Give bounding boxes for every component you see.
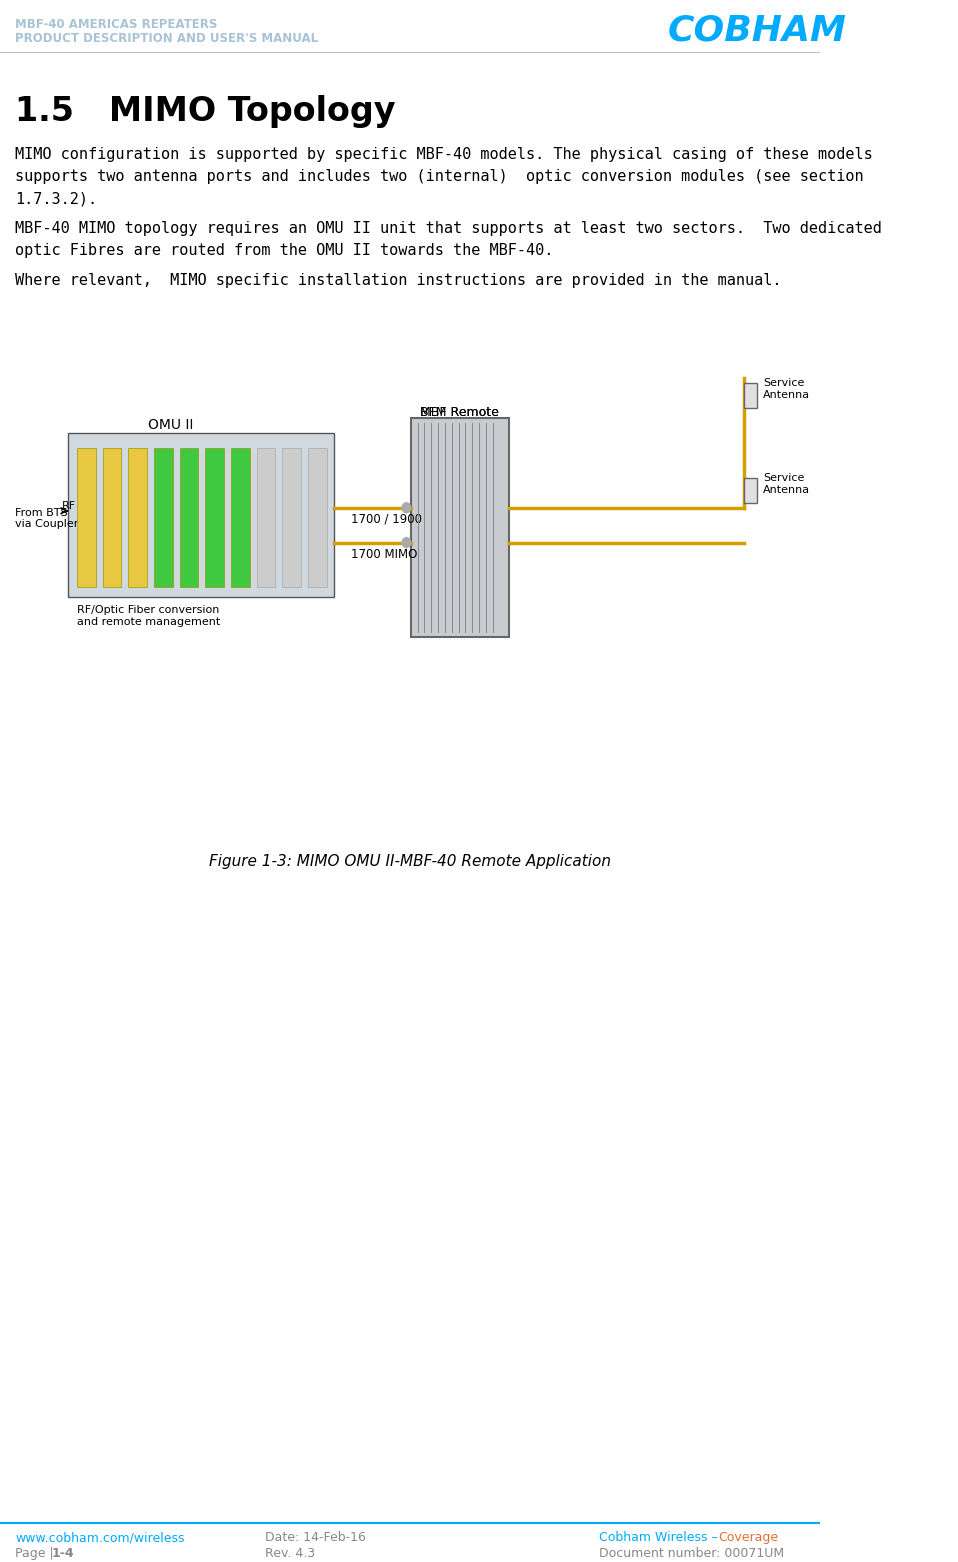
Bar [744,478,757,503]
Text: 1.7.3.2).: 1.7.3.2). [15,191,98,206]
Text: MBF-40 MIMO topology requires an OMU II unit that supports at least two sectors.: MBF-40 MIMO topology requires an OMU II … [15,222,882,236]
Text: 1700 MIMO: 1700 MIMO [351,548,417,561]
Bar [231,448,250,587]
Text: MBF Remote: MBF Remote [420,406,499,419]
Bar [154,448,172,587]
Text: MBF-40 AMERICAS REPEATERS: MBF-40 AMERICAS REPEATERS [15,17,217,31]
Text: OMU II: OMU II [148,419,194,433]
Bar [68,433,333,597]
Bar [77,448,96,587]
Text: supports two antenna ports and includes two (internal)  optic conversion modules: supports two antenna ports and includes … [15,169,864,184]
Text: COBHAM: COBHAM [668,14,846,48]
Text: BFM Remote: BFM Remote [420,406,499,419]
Bar [205,448,224,587]
Text: Service
Antenna: Service Antenna [764,473,810,495]
Bar [283,448,301,587]
Text: From BTS
via Coupler: From BTS via Coupler [15,508,79,530]
Circle shape [402,537,411,548]
Text: 1-4: 1-4 [52,1548,74,1560]
Bar [180,448,198,587]
Text: www.cobham.com/wireless: www.cobham.com/wireless [15,1531,185,1545]
Text: Coverage: Coverage [718,1531,779,1545]
Text: Rev. 4.3: Rev. 4.3 [265,1548,315,1560]
Bar [257,448,276,587]
Bar [411,419,509,637]
Text: Figure 1-3: MIMO OMU II-MBF-40 Remote Application: Figure 1-3: MIMO OMU II-MBF-40 Remote Ap… [209,854,611,868]
Text: Page |: Page | [15,1548,58,1560]
Text: optic Fibres are routed from the OMU II towards the MBF-40.: optic Fibres are routed from the OMU II … [15,244,554,258]
Text: Cobham Wireless –: Cobham Wireless – [599,1531,721,1545]
Text: RF/Optic Fiber conversion
and remote management: RF/Optic Fiber conversion and remote man… [77,606,220,626]
Text: 1700 / 1900: 1700 / 1900 [351,512,422,526]
Text: PRODUCT DESCRIPTION AND USER'S MANUAL: PRODUCT DESCRIPTION AND USER'S MANUAL [15,31,318,45]
Text: Date: 14-Feb-16: Date: 14-Feb-16 [265,1531,366,1545]
Bar [103,448,122,587]
Text: MIMO configuration is supported by specific MBF-40 models. The physical casing o: MIMO configuration is supported by speci… [15,147,873,162]
Text: Service
Antenna: Service Antenna [764,378,810,400]
Text: RF: RF [61,501,76,511]
Text: Document number: 00071UM: Document number: 00071UM [599,1548,784,1560]
Circle shape [402,503,411,512]
Text: Where relevant,  MIMO specific installation instructions are provided in the man: Where relevant, MIMO specific installati… [15,273,782,287]
Text: 1.5   MIMO Topology: 1.5 MIMO Topology [15,95,396,128]
Bar [744,383,757,408]
Bar [308,448,327,587]
Bar [128,448,148,587]
